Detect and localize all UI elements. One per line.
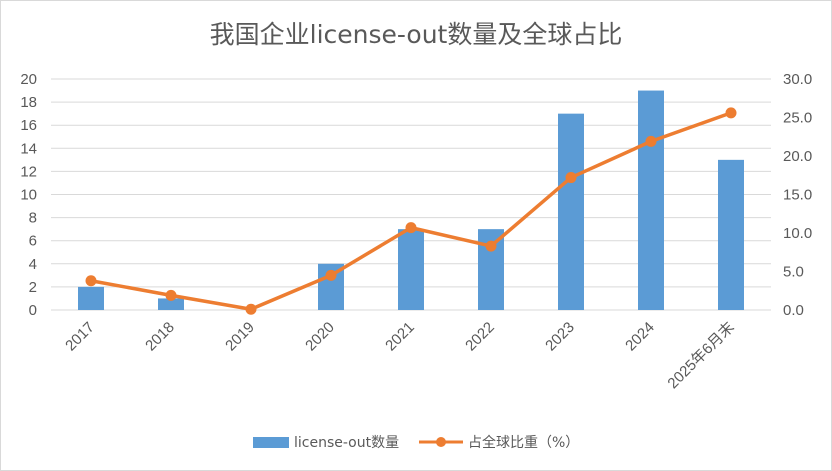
line-point: [165, 289, 177, 301]
right-axis-tick-label: 0.0: [783, 302, 804, 319]
right-axis-tick-label: 15.0: [783, 187, 812, 204]
bar: [398, 229, 424, 310]
x-axis-tick-label: 2018: [142, 319, 178, 355]
legend-label-line: 占全球比重（%）: [468, 434, 579, 451]
right-axis-tick-label: 30.0: [783, 71, 812, 88]
left-axis-tick-label: 10: [20, 187, 37, 204]
left-axis-tick-label: 0: [29, 302, 37, 319]
line-point: [325, 269, 337, 281]
line-series: [85, 107, 737, 315]
line-point: [645, 135, 657, 147]
left-axis-tick-label: 4: [29, 256, 37, 273]
left-axis-ticks: 0 2 4 6 8 10 12 14 16 18 20: [20, 71, 37, 319]
left-axis-tick-label: 18: [20, 94, 37, 111]
right-axis-tick-label: 10.0: [783, 225, 812, 242]
x-axis-tick-label: 2022: [462, 319, 498, 355]
line-point: [85, 275, 97, 287]
bar-series: [78, 90, 744, 311]
line-point: [485, 240, 497, 252]
right-axis-tick-label: 5.0: [783, 264, 804, 281]
x-axis-tick-label: 2021: [382, 319, 418, 355]
left-axis-tick-label: 20: [20, 71, 37, 88]
left-axis-tick-label: 16: [20, 117, 37, 134]
right-axis-tick-label: 25.0: [783, 110, 812, 127]
line-point: [245, 303, 257, 315]
legend-swatch-bar: [253, 437, 289, 448]
bar: [638, 90, 664, 310]
x-axis-ticks: 2017 2018 2019 2020 2021 2022 2023 2024 2025年6月末: [62, 319, 738, 392]
x-axis-tick-label: 2023: [542, 319, 578, 355]
left-axis-tick-label: 8: [29, 210, 37, 227]
x-axis-tick-label: 2025年6月末: [664, 319, 737, 392]
bar: [718, 159, 744, 310]
x-axis-tick-label: 2017: [62, 319, 98, 355]
legend-swatch-marker: [436, 437, 446, 447]
legend-label-bar: license-out数量: [294, 435, 399, 451]
x-axis-tick-label: 2019: [222, 319, 258, 355]
bar: [158, 298, 184, 310]
bar: [558, 113, 584, 311]
left-axis-tick-label: 2: [29, 279, 37, 296]
left-axis-tick-label: 12: [20, 163, 37, 180]
left-axis-tick-label: 14: [20, 140, 37, 157]
right-axis-tick-label: 20.0: [783, 148, 812, 165]
right-axis-ticks: 0.0 5.0 10.0 15.0 20.0 25.0 30.0: [783, 71, 812, 319]
chart-title: 我国企业license-out数量及全球占比: [210, 20, 623, 49]
legend: license-out数量 占全球比重（%）: [253, 434, 579, 451]
line-point: [405, 222, 417, 234]
x-axis-tick-label: 2020: [302, 319, 338, 355]
line-point: [725, 107, 737, 119]
bar: [78, 286, 104, 310]
line-point: [565, 172, 577, 184]
x-axis-tick-label: 2024: [622, 319, 658, 355]
left-axis-tick-label: 6: [29, 233, 37, 250]
